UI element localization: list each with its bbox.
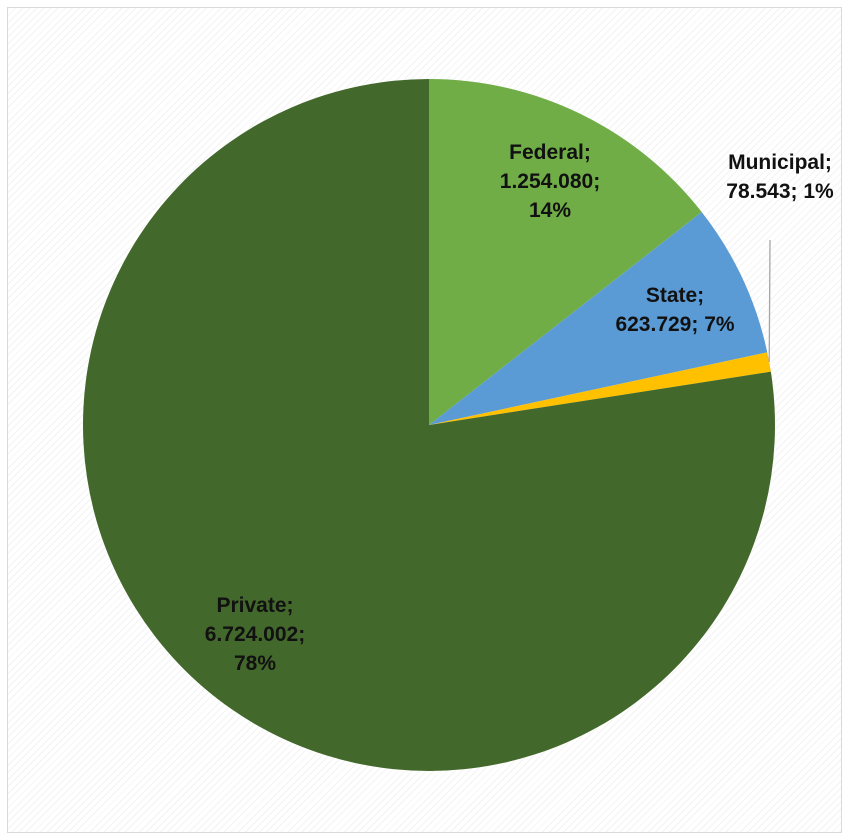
- data-label-line: 623.729; 7%: [615, 313, 734, 336]
- data-label-line: Municipal;: [728, 151, 832, 174]
- data-label-private: Private; 6.724.002; 78%: [205, 594, 305, 675]
- data-label-line: 78%: [234, 652, 276, 675]
- data-label-state: State; 623.729; 7%: [615, 284, 734, 336]
- pie-slice-federal: [429, 79, 702, 425]
- data-label-line: State;: [646, 284, 704, 307]
- leader-line-municipal: [768, 239, 771, 362]
- data-label-line: 6.724.002;: [205, 623, 305, 646]
- data-label-line: 14%: [529, 199, 571, 222]
- pie-slice-municipal: [429, 352, 771, 425]
- data-label-line: 1.254.080;: [500, 170, 600, 193]
- pie-slice-private: [82, 79, 776, 771]
- data-label-municipal: Municipal; 78.543; 1%: [726, 151, 834, 203]
- pie-slice-state: [429, 212, 768, 425]
- data-label-federal: Federal; 1.254.080; 14%: [500, 141, 600, 222]
- data-label-line: 78.543; 1%: [726, 180, 834, 203]
- data-label-line: Private;: [216, 594, 293, 617]
- data-label-line: Federal;: [509, 141, 591, 164]
